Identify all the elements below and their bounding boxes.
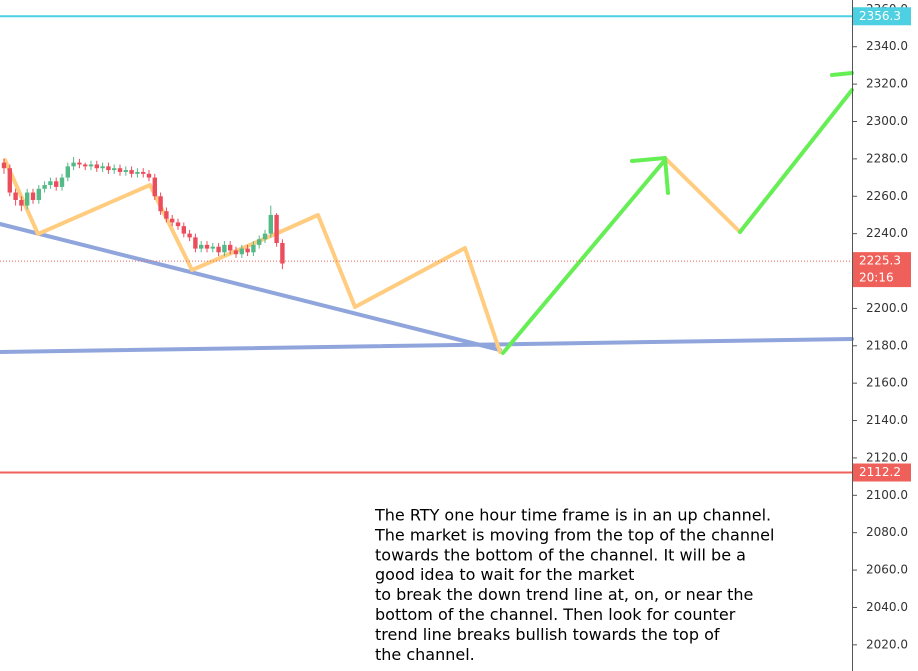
annotation-line: towards the bottom of the channel. It wi… <box>375 545 746 564</box>
candle-body <box>59 177 65 187</box>
candle-body <box>77 162 82 165</box>
y-tick-label: 2260.0 <box>866 189 908 203</box>
y-tick-label: 2280.0 <box>866 151 908 165</box>
candle-body <box>193 237 198 249</box>
candle-body <box>141 171 146 174</box>
annotation-line: bottom of the channel. Then look for cou… <box>375 605 736 624</box>
candle-body <box>36 188 41 200</box>
candle-body <box>152 177 157 197</box>
y-tick-label: 2160.0 <box>866 376 908 390</box>
projected-path <box>3 158 502 354</box>
annotation-line: the channel. <box>375 645 475 664</box>
candle-body <box>106 166 111 171</box>
current-price-box <box>853 252 911 288</box>
candle-body <box>158 196 163 212</box>
candle-body <box>65 166 70 178</box>
candle-body <box>268 214 273 234</box>
y-tick-label: 2180.0 <box>866 338 908 352</box>
candle-body <box>251 244 256 253</box>
candle-body <box>245 248 250 253</box>
candle-body <box>1 162 7 169</box>
candle-body <box>129 170 134 174</box>
down-trend-line <box>0 222 502 352</box>
candle-body <box>88 164 94 167</box>
candle-body <box>164 211 169 219</box>
candle-body <box>7 168 12 193</box>
y-tick-label: 2060.0 <box>866 563 908 577</box>
candle-body <box>187 233 192 238</box>
price-label-box <box>853 463 911 482</box>
candle-body <box>233 250 239 255</box>
y-tick-label: 2140.0 <box>866 413 908 427</box>
candle-body <box>204 244 210 249</box>
candle-body <box>274 214 279 243</box>
annotation-line: to break the down trend line at, on, or … <box>375 585 753 604</box>
candle-body <box>216 246 221 253</box>
arrow-head <box>630 156 670 195</box>
y-tick-label: 2200.0 <box>866 301 908 315</box>
channel-bottom-line <box>0 337 854 354</box>
y-tick-label: 2080.0 <box>866 525 908 539</box>
candle-body <box>71 162 76 167</box>
candle-body <box>13 192 18 200</box>
candle-body <box>54 181 59 187</box>
drawings <box>0 71 854 355</box>
price-label-box <box>853 7 911 26</box>
projected-path <box>663 156 742 234</box>
candle-body <box>117 168 123 172</box>
candle-body <box>210 246 215 249</box>
bullish-arrow <box>738 88 854 234</box>
candle-body <box>112 168 117 171</box>
y-tick-label: 2120.0 <box>866 450 908 464</box>
candle-body <box>222 244 227 253</box>
candle-body <box>170 218 175 223</box>
annotation-line: The RTY one hour time frame is in an up … <box>374 506 771 525</box>
y-tick-label: 2300.0 <box>866 114 908 128</box>
y-tick-label: 2040.0 <box>866 600 908 614</box>
annotation-line: good idea to wait for the market <box>375 565 634 584</box>
y-tick-label: 2020.0 <box>866 637 908 651</box>
candle-body <box>280 242 285 264</box>
annotation-line: trend line breaks bullish towards the to… <box>375 625 720 644</box>
price-label: 2356.3 <box>859 9 901 23</box>
arrow-head <box>830 71 854 77</box>
bullish-arrow <box>501 158 667 355</box>
candle-body <box>94 164 99 169</box>
y-tick-label: 2240.0 <box>866 226 908 240</box>
candle-body <box>228 244 233 251</box>
candle-body <box>135 171 140 174</box>
candle-body <box>83 164 88 167</box>
candle-body <box>199 244 204 249</box>
price-label: 2112.2 <box>859 465 901 479</box>
candle-body <box>239 248 244 255</box>
candle-body <box>30 192 36 200</box>
candle-body <box>257 239 262 245</box>
candle-body <box>262 233 268 240</box>
candle-body <box>100 166 105 169</box>
y-tick-label: 2320.0 <box>866 77 908 91</box>
countdown-label: 20:16 <box>859 271 894 285</box>
y-tick-label: 2340.0 <box>866 39 908 53</box>
y-tick-label: 2100.0 <box>866 488 908 502</box>
candle-body <box>48 181 53 186</box>
candle-body <box>175 222 181 227</box>
candle-body <box>123 170 128 172</box>
current-price-label: 2225.3 <box>859 254 901 268</box>
candle-body <box>42 185 47 189</box>
annotation-line: The market is moving from the top of the… <box>374 525 774 544</box>
candle-body <box>25 192 30 206</box>
candle-body <box>19 199 24 206</box>
candle-body <box>181 226 186 234</box>
candle-body <box>146 173 152 178</box>
